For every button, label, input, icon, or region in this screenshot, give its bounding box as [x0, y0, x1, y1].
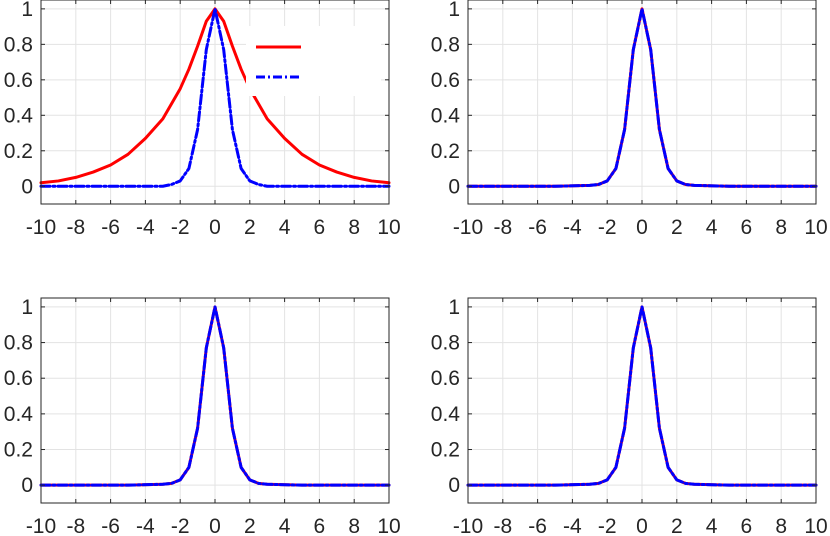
x-tick-label: -10	[453, 216, 483, 239]
x-tick-label: -4	[563, 216, 582, 239]
y-tick-label: 0.4	[431, 104, 461, 127]
y-tick-label: 0.4	[4, 104, 34, 127]
y-tick-label: 0.8	[431, 33, 460, 56]
x-tick-label: 8	[775, 216, 787, 239]
y-tick-label: 0.6	[4, 367, 33, 390]
y-tick-label: 0.2	[4, 140, 33, 163]
subplot-4: -10 -8 -6 -4 -2 0 2 4 6 8 10 0 0.2 0.4 0.6 0.8 1	[431, 296, 828, 536]
x-tick-label: -10	[26, 515, 56, 536]
x-tick-label: 4	[706, 515, 718, 536]
x-tick-label: 4	[279, 515, 291, 536]
y-tick-label: 0.4	[431, 403, 461, 426]
x-tick-label: 0	[636, 515, 648, 536]
x-tick-label: 6	[741, 216, 753, 239]
x-tick-label: -6	[528, 515, 547, 536]
x-tick-label: -2	[171, 216, 190, 239]
y-tick-label: 0.2	[431, 439, 460, 462]
x-tick-label: -10	[453, 515, 483, 536]
x-tick-label: 2	[244, 515, 256, 536]
y-tick-label: 0.6	[431, 367, 460, 390]
series-line-2	[466, 7, 818, 188]
x-tick-label: 2	[244, 216, 256, 239]
legend	[246, 26, 381, 96]
y-tick-label: 0.2	[4, 439, 33, 462]
x-tick-label: 6	[314, 515, 326, 536]
x-tick-label: 8	[348, 515, 360, 536]
y-tick-label: 0	[21, 474, 33, 497]
x-tick-label: 4	[279, 216, 291, 239]
x-tick-label: -2	[598, 216, 617, 239]
y-tick-label: 1	[448, 0, 460, 21]
x-tick-label: -2	[598, 515, 617, 536]
y-tick-label: 0.8	[431, 332, 460, 355]
x-tick-label: 0	[209, 216, 221, 239]
x-tick-label: 8	[348, 216, 360, 239]
x-tick-label: -8	[66, 216, 85, 239]
y-tick-label: 1	[21, 0, 33, 21]
x-tick-label: 6	[741, 515, 753, 536]
x-tick-label: -8	[493, 216, 512, 239]
x-tick-label: -4	[136, 515, 155, 536]
x-tick-label: -6	[528, 216, 547, 239]
x-tick-label: -4	[136, 216, 155, 239]
x-tick-label: 6	[314, 216, 326, 239]
series-line-2	[39, 305, 391, 487]
x-tick-label: 2	[671, 216, 683, 239]
subplot-3: -10 -8 -6 -4 -2 0 2 4 6 8 10 0 0.2 0.4 0.6 0.8 1	[4, 296, 401, 536]
y-tick-label: 0.4	[4, 403, 34, 426]
x-tick-label: 0	[209, 515, 221, 536]
x-tick-label: -2	[171, 515, 190, 536]
y-tick-label: 0.8	[4, 332, 33, 355]
x-tick-label: 10	[377, 216, 400, 239]
y-tick-label: 0	[21, 175, 33, 198]
x-tick-label: -4	[563, 515, 582, 536]
x-tick-label: -6	[101, 216, 120, 239]
y-tick-label: 0	[448, 474, 460, 497]
series-line-2	[39, 7, 391, 188]
x-tick-label: -8	[66, 515, 85, 536]
x-tick-label: -8	[493, 515, 512, 536]
x-tick-label: 10	[804, 216, 827, 239]
y-tick-label: 0.6	[4, 69, 33, 92]
series-line-2	[466, 305, 818, 487]
y-tick-label: 0	[448, 175, 460, 198]
x-tick-label: 2	[671, 515, 683, 536]
x-tick-label: 8	[775, 515, 787, 536]
x-tick-label: -6	[101, 515, 120, 536]
y-tick-label: 0.8	[4, 33, 33, 56]
y-tick-label: 0.2	[431, 140, 460, 163]
y-tick-label: 1	[448, 296, 460, 319]
y-tick-label: 0.6	[431, 69, 460, 92]
legend-box	[246, 26, 381, 96]
y-tick-label: 1	[21, 296, 33, 319]
x-tick-label: -10	[26, 216, 56, 239]
x-tick-label: 4	[706, 216, 718, 239]
x-tick-label: 10	[377, 515, 400, 536]
x-tick-label: 0	[636, 216, 648, 239]
x-tick-label: 10	[804, 515, 827, 536]
